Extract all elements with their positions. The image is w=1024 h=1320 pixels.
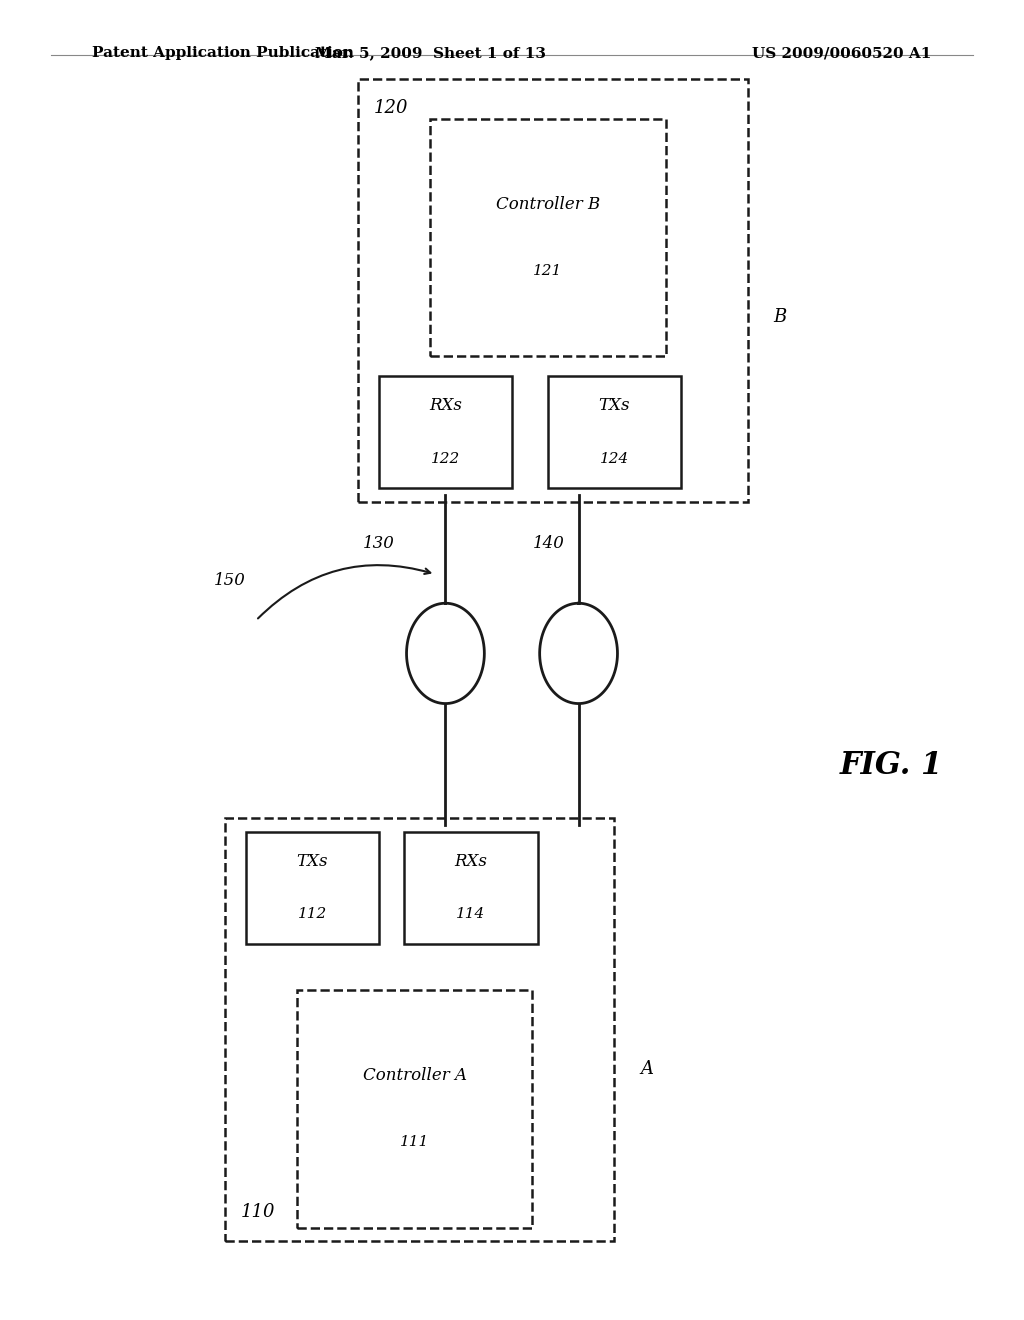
Bar: [225, 818, 614, 1241]
Text: RXs: RXs: [455, 853, 487, 870]
Text: FIG. 1: FIG. 1: [840, 750, 943, 781]
Text: 114: 114: [457, 907, 485, 921]
Text: A: A: [640, 1060, 653, 1078]
Text: 140: 140: [532, 535, 564, 552]
Text: TXs: TXs: [297, 853, 328, 870]
Text: 120: 120: [374, 99, 409, 117]
Bar: [430, 119, 666, 356]
Bar: [548, 376, 681, 488]
Text: Patent Application Publication: Patent Application Publication: [92, 46, 354, 61]
Bar: [379, 376, 512, 488]
Text: 150: 150: [214, 573, 246, 589]
Text: 111: 111: [400, 1135, 429, 1148]
Text: 121: 121: [534, 264, 562, 277]
Text: RXs: RXs: [429, 397, 462, 414]
Text: TXs: TXs: [599, 397, 630, 414]
Text: 122: 122: [431, 451, 460, 466]
Text: US 2009/0060520 A1: US 2009/0060520 A1: [753, 46, 932, 61]
Bar: [358, 79, 748, 502]
Text: 130: 130: [362, 535, 394, 552]
Text: Mar. 5, 2009  Sheet 1 of 13: Mar. 5, 2009 Sheet 1 of 13: [314, 46, 546, 61]
Text: Controller A: Controller A: [362, 1068, 467, 1084]
Bar: [297, 990, 532, 1228]
Bar: [404, 832, 538, 944]
Text: 112: 112: [298, 907, 327, 921]
Text: Controller B: Controller B: [496, 197, 600, 213]
Text: B: B: [773, 308, 786, 326]
Text: 110: 110: [241, 1203, 275, 1221]
Bar: [246, 832, 379, 944]
Text: 124: 124: [600, 451, 629, 466]
